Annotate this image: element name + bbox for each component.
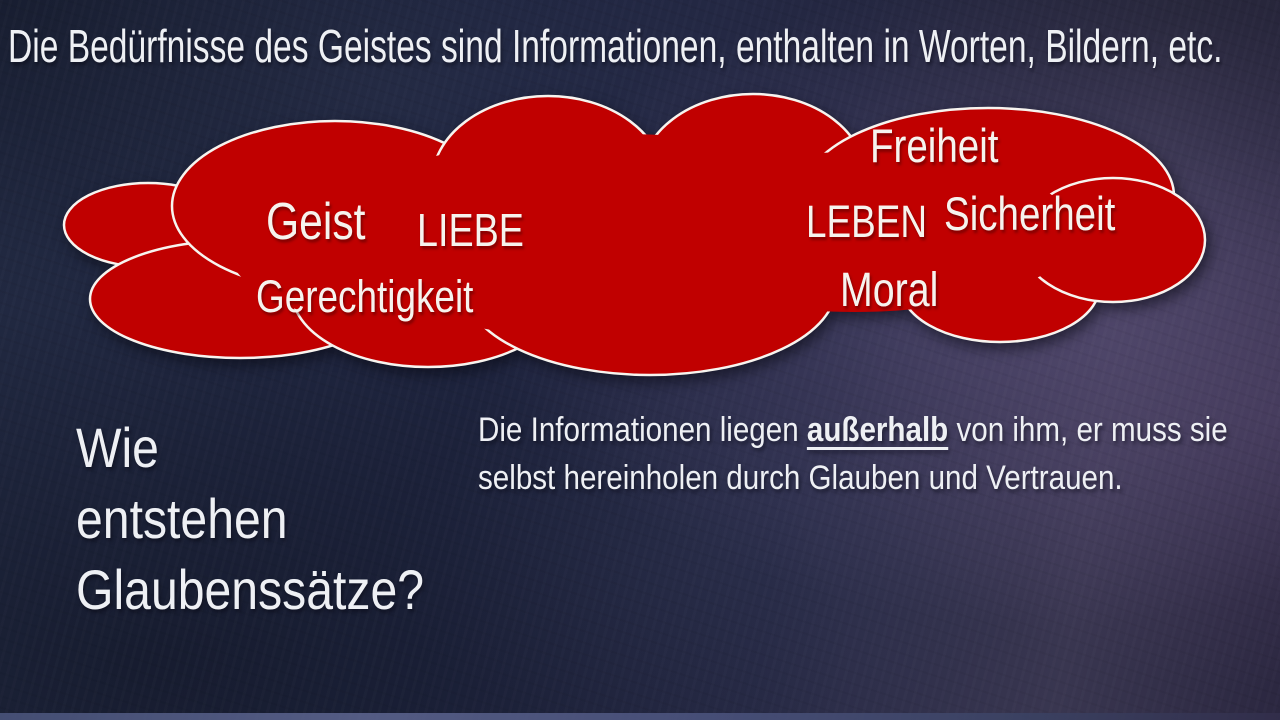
question-text: Wie entstehen Glaubenssätze? (76, 412, 424, 625)
question-line-3: Glaubenssätze? (76, 558, 425, 621)
info-paragraph-highlight: außerhalb (806, 411, 949, 449)
bottom-edge-band (0, 713, 1280, 720)
cloud-word-geist: Geist (266, 193, 366, 251)
cloud-word-liebe: LIEBE (417, 204, 524, 256)
cloud-word-gerechtigkeit: Gerechtigkeit (256, 271, 474, 322)
cloud-word-moral: Moral (840, 264, 939, 317)
question-line-2: entstehen (76, 487, 288, 550)
cloud-word-freiheit: Freiheit (870, 119, 999, 172)
cloud-word-sicherheit: Sicherheit (944, 187, 1116, 240)
slide-title: Die Bedürfnisse des Geistes sind Informa… (8, 20, 1223, 72)
info-paragraph: Die Informationen liegen außerhalb von i… (478, 406, 1265, 502)
cloud-word-leben: LEBEN (806, 196, 928, 247)
info-paragraph-lead: Die Informationen liegen (478, 411, 807, 449)
question-line-1: Wie (76, 416, 159, 479)
info-paragraph-rest: von ihm, er muss sie selbst hereinholen … (478, 411, 1228, 497)
